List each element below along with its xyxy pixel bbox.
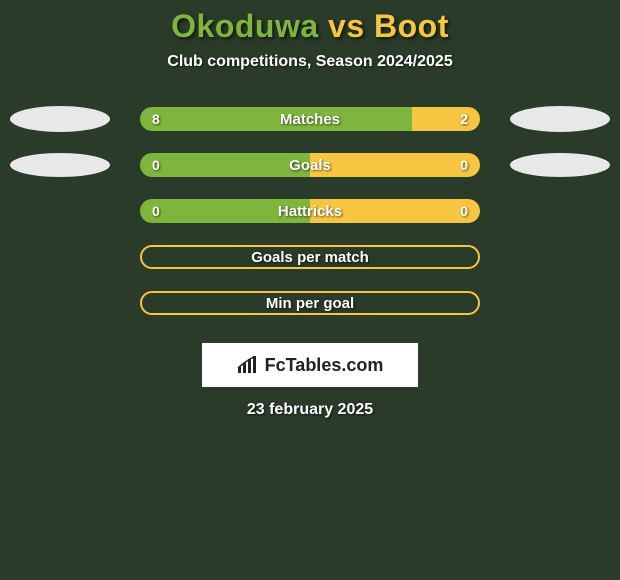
player2-name: Boot [374, 8, 449, 44]
stat-bar: 82Matches [140, 107, 480, 131]
stat-row: 82Matches [0, 107, 620, 131]
comparison-infographic: Okoduwa vs Boot Club competitions, Seaso… [0, 0, 620, 419]
stat-label: Min per goal [142, 293, 478, 313]
stat-row: 00Hattricks [0, 199, 620, 223]
left-ellipse [10, 106, 110, 132]
stat-bar: Min per goal [140, 291, 480, 315]
bar-chart-icon [237, 356, 259, 374]
stat-row: Goals per match [0, 245, 620, 269]
date-text: 23 february 2025 [0, 401, 620, 419]
logo-content: FcTables.com [237, 355, 384, 376]
logo-text: FcTables.com [265, 355, 384, 376]
page-title: Okoduwa vs Boot [0, 8, 620, 45]
right-ellipse [510, 106, 610, 132]
stat-bar: 00Goals [140, 153, 480, 177]
stat-label: Matches [140, 107, 480, 131]
stat-row: Min per goal [0, 291, 620, 315]
stat-label: Hattricks [140, 199, 480, 223]
stat-bar: 00Hattricks [140, 199, 480, 223]
title-vs: vs [319, 8, 374, 44]
stat-rows: 82Matches 00Goals 00Hattricks Goals per mat… [0, 107, 620, 315]
stat-label: Goals per match [142, 247, 478, 267]
right-ellipse [510, 153, 610, 177]
stat-row: 00Goals [0, 153, 620, 177]
player1-name: Okoduwa [171, 8, 319, 44]
stat-label: Goals [140, 153, 480, 177]
left-ellipse [10, 153, 110, 177]
stat-bar: Goals per match [140, 245, 480, 269]
site-logo: FcTables.com [202, 343, 418, 387]
subtitle: Club competitions, Season 2024/2025 [0, 53, 620, 71]
